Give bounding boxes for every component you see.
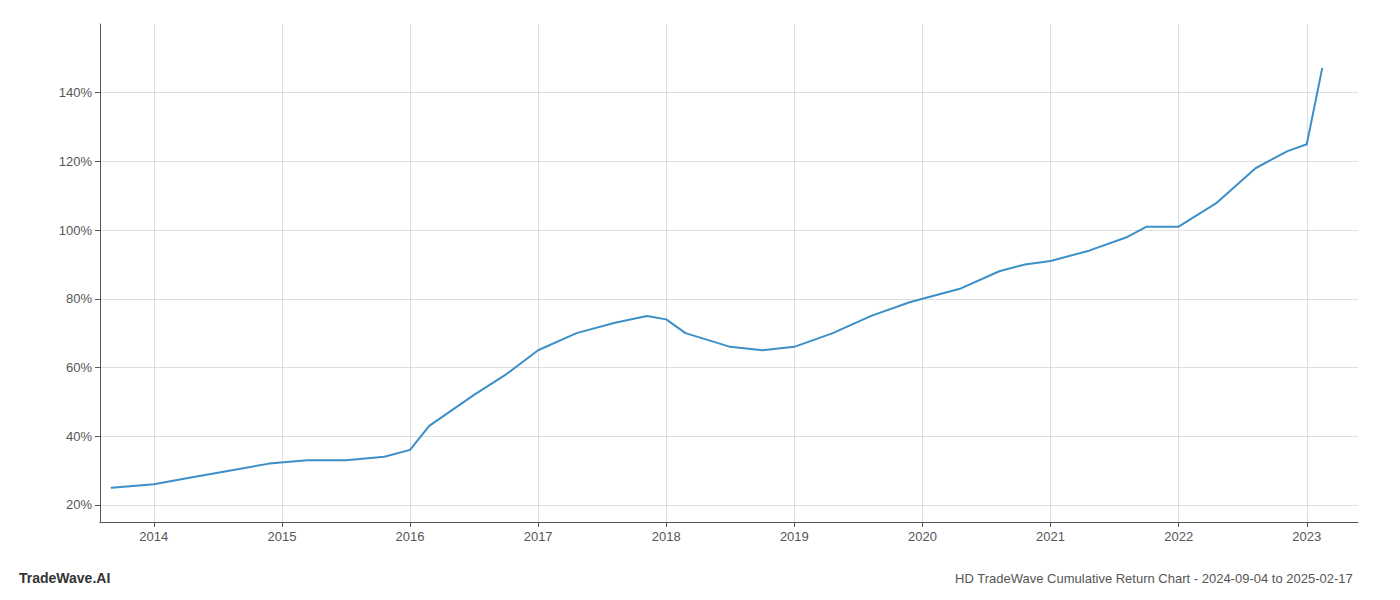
svg-text:TradeWave.AI: TradeWave.AI bbox=[19, 570, 110, 586]
svg-text:100%: 100% bbox=[59, 223, 93, 238]
svg-text:2019: 2019 bbox=[780, 529, 809, 544]
svg-text:80%: 80% bbox=[66, 291, 92, 306]
svg-text:40%: 40% bbox=[66, 429, 92, 444]
svg-text:2015: 2015 bbox=[267, 529, 296, 544]
svg-text:140%: 140% bbox=[59, 85, 93, 100]
svg-text:2020: 2020 bbox=[908, 529, 937, 544]
svg-text:2021: 2021 bbox=[1036, 529, 1065, 544]
svg-text:2023: 2023 bbox=[1292, 529, 1321, 544]
svg-text:2018: 2018 bbox=[652, 529, 681, 544]
svg-text:120%: 120% bbox=[59, 154, 93, 169]
svg-text:2022: 2022 bbox=[1164, 529, 1193, 544]
svg-text:2017: 2017 bbox=[524, 529, 553, 544]
svg-text:HD TradeWave Cumulative Return: HD TradeWave Cumulative Return Chart - 2… bbox=[955, 571, 1353, 586]
svg-text:2016: 2016 bbox=[396, 529, 425, 544]
svg-text:60%: 60% bbox=[66, 360, 92, 375]
svg-text:2014: 2014 bbox=[139, 529, 168, 544]
svg-text:20%: 20% bbox=[66, 497, 92, 512]
